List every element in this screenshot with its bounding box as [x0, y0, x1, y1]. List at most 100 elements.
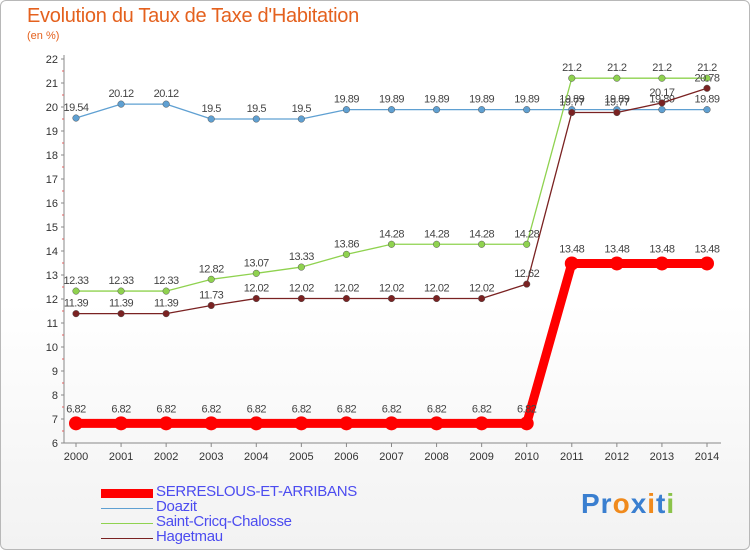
data-point [654, 256, 669, 271]
data-label: 12.02 [424, 283, 449, 295]
data-label: 13.48 [649, 243, 674, 255]
data-point [613, 108, 621, 117]
data-point [162, 310, 170, 318]
x-tick-label: 2010 [514, 451, 538, 463]
data-label: 14.28 [469, 228, 494, 240]
data-label: 11.39 [154, 298, 179, 310]
data-point [162, 100, 170, 108]
data-point [159, 416, 174, 431]
data-point [117, 287, 125, 295]
chart-subtitle: (en %) [27, 30, 60, 42]
legend-swatch [101, 523, 153, 524]
data-point [252, 269, 260, 277]
legend-swatch [101, 538, 153, 539]
y-tick-label: 16 [46, 198, 58, 210]
data-point [252, 294, 260, 303]
data-label: 14.28 [424, 228, 449, 240]
x-tick-label: 2009 [469, 451, 493, 463]
data-point [478, 240, 486, 248]
data-point [72, 287, 80, 295]
data-label: 19.89 [604, 94, 629, 106]
data-label: 6.82 [292, 403, 312, 415]
data-point [609, 256, 624, 271]
y-tick-label: 19 [46, 126, 58, 138]
data-point [658, 106, 666, 114]
data-label: 6.82 [337, 403, 357, 415]
y-tick-label: 6 [52, 438, 58, 450]
x-tick-label: 2003 [199, 451, 223, 463]
data-label: 19.89 [379, 94, 404, 106]
data-label: 6.82 [202, 403, 222, 415]
data-point [117, 310, 125, 318]
data-point [117, 100, 125, 108]
data-point [519, 416, 534, 431]
data-label: 6.82 [247, 403, 267, 415]
data-point [252, 115, 260, 123]
data-point [249, 416, 264, 431]
data-label: 20.78 [694, 72, 719, 84]
series-0: 6.82 6.82 6.82 6.82 6.82 6.82 6.82 6.82 6.82 6.82… [66, 243, 720, 431]
data-point [339, 416, 354, 431]
y-tick-label: 8 [52, 390, 58, 402]
data-label: 19.77 [559, 97, 584, 109]
data-label: 12.33 [63, 275, 88, 287]
data-label: 12.82 [199, 263, 224, 275]
data-point [162, 287, 170, 295]
y-tick-label: 10 [46, 342, 58, 354]
data-point [568, 108, 576, 117]
data-label: 6.82 [427, 403, 447, 415]
y-tick-label: 17 [46, 174, 58, 186]
y-tick-label: 20 [46, 102, 58, 114]
data-point [700, 256, 714, 271]
x-tick-label: 2000 [64, 451, 88, 463]
data-point [703, 84, 711, 92]
data-label: 14.28 [379, 228, 404, 240]
legend-swatch [101, 489, 153, 498]
data-point [478, 106, 486, 114]
x-tick-label: 2008 [424, 451, 448, 463]
data-label: 6.82 [111, 403, 131, 415]
data-label: 19.89 [694, 94, 719, 106]
x-tick-label: 2005 [289, 451, 313, 463]
y-tick-label: 9 [52, 366, 58, 378]
data-point [297, 115, 305, 123]
x-tick-label: 2006 [334, 451, 358, 463]
data-point [69, 416, 83, 431]
data-label: 19.5 [202, 103, 222, 115]
data-point [387, 240, 396, 248]
data-label: 12.02 [469, 283, 494, 295]
y-tick-label: 11 [47, 318, 58, 330]
data-point [72, 310, 80, 318]
data-label: 13.48 [604, 243, 629, 255]
data-point [204, 416, 219, 431]
data-point [568, 74, 576, 82]
x-tick-label: 2012 [605, 451, 629, 463]
data-label: 13.48 [694, 243, 719, 255]
data-label: 21.2 [562, 62, 582, 74]
y-tick-label: 14 [46, 246, 58, 258]
data-point [207, 301, 215, 310]
data-label: 19.89 [514, 94, 539, 106]
legend-label: Hagetmau [156, 528, 223, 545]
y-tick-label: 13 [46, 270, 58, 282]
series-2: 12.33 12.33 12.33 12.82 13.07 13.33 13.86 14.28… [63, 62, 718, 295]
data-point [342, 250, 350, 258]
data-label: 12.33 [109, 275, 134, 287]
data-label: 12.62 [514, 268, 539, 280]
data-point [387, 294, 396, 303]
data-label: 6.82 [517, 403, 537, 415]
data-point [433, 240, 441, 248]
data-label: 19.54 [63, 102, 88, 114]
data-label: 12.02 [289, 283, 314, 295]
data-point [478, 294, 486, 303]
data-label: 12.02 [379, 283, 404, 295]
data-label: 13.33 [289, 251, 314, 263]
data-label: 19.5 [247, 103, 267, 115]
legend-swatch [101, 508, 153, 509]
data-label: 13.07 [244, 257, 269, 269]
legend-label: Saint-Cricq-Chalosse [156, 513, 292, 530]
series-3: 11.39 11.39 11.39 11.73 12.02 12.02 12.02 12.02… [64, 72, 720, 318]
x-tick-label: 2014 [695, 451, 719, 463]
